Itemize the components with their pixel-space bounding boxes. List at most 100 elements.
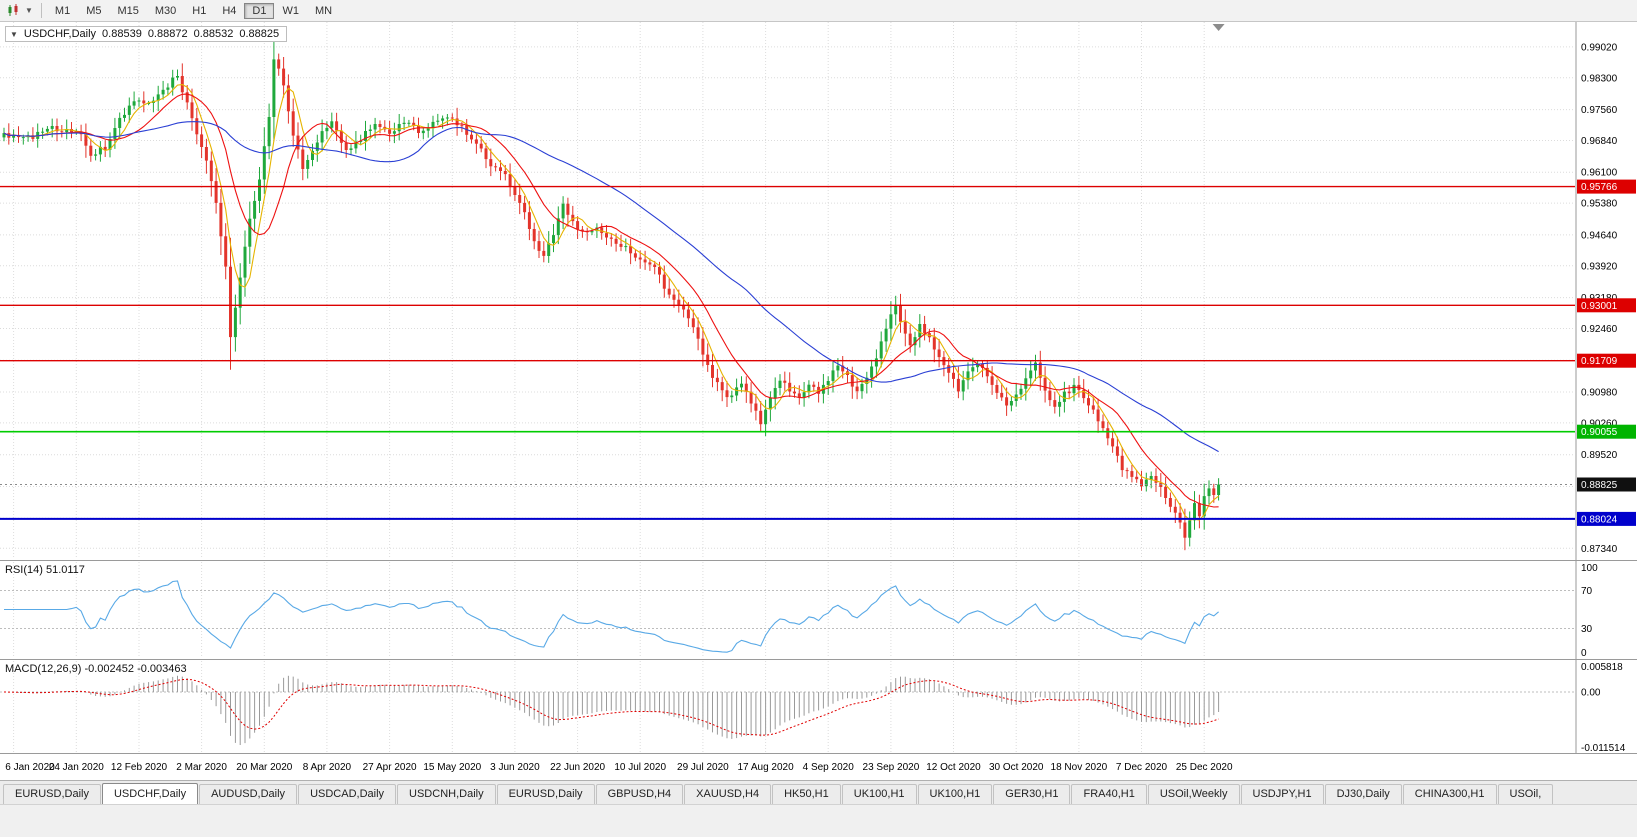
chart-tab-eurusd-daily[interactable]: EURUSD,Daily [3,784,101,804]
macd-axis-label: 0.00 [1581,688,1601,699]
price-levels [0,185,1575,520]
date-axis-label: 27 Apr 2020 [363,762,417,773]
timeframe-button-w1[interactable]: W1 [274,3,307,19]
chart-canvas[interactable]: 0.99020 0.98300 0.97560 0.96840 0.96100 0.953… [0,22,1637,780]
ohlc-high: 0.88872 [147,28,188,40]
price-axis-label: 0.96840 [1581,136,1618,147]
chart-tab-usdchf-daily[interactable]: USDCHF,Daily [101,783,199,804]
rsi-axis-label: 30 [1581,624,1593,635]
price-badge-support-green: 0.90055 [1577,424,1636,439]
chart-tab-ger30-h1[interactable]: GER30,H1 [993,784,1071,804]
timeframe-button-m30[interactable]: M30 [147,3,184,19]
timeframe-button-h1[interactable]: H1 [184,3,214,19]
date-axis-label: 12 Feb 2020 [111,762,168,773]
date-axis-label: 17 Aug 2020 [738,762,795,773]
moving-average-medium-red [3,93,1219,508]
date-axis-label: 18 Nov 2020 [1051,762,1108,773]
macd-indicator-label: MACD(12,26,9) -0.002452 -0.003463 [5,663,187,675]
ohlc-open: 0.88539 [102,28,142,40]
chart-tab-fra40-h1[interactable]: FRA40,H1 [1071,784,1147,804]
price-axis-label: 0.89520 [1581,450,1618,461]
rsi-axis-label: 70 [1581,586,1593,597]
macd-axis-label: -0.011514 [1581,743,1626,754]
rsi-axis-label: 0 [1581,648,1587,659]
chart-grid [0,22,1575,752]
price-badge-text: 0.90055 [1581,427,1618,438]
timeframe-button-m5[interactable]: M5 [78,3,109,19]
price-axis-label: 0.99020 [1581,42,1618,53]
rsi-pane: 100 70 30 0 [0,563,1598,659]
chart-tab-xauusd-h4[interactable]: XAUUSD,H4 [684,784,772,804]
price-axis-label: 0.92460 [1581,324,1618,335]
date-axis-label: 30 Oct 2020 [989,762,1044,773]
date-axis-label: 8 Apr 2020 [303,762,352,773]
price-badge-resistance-1: 0.95766 [1577,179,1636,194]
date-axis-label: 12 Oct 2020 [926,762,981,773]
timeframe-buttons: M1 M5 M15 M30 H1 H4 D1 W1 MN [47,2,340,19]
price-axis-label: 0.95380 [1581,199,1618,210]
rsi-line [4,580,1219,653]
chart-tab-uk100-h1[interactable]: UK100,H1 [841,784,917,804]
ohlc-low: 0.88532 [193,28,234,40]
candlestick-series [2,32,1221,551]
timeframe-button-d1[interactable]: D1 [244,2,275,19]
date-axis-label: 3 Jun 2020 [490,762,540,773]
date-axis-label: 6 Jan 2020 [5,762,55,773]
chart-symbol-period: USDCHF,Daily [23,28,97,40]
price-axis-label: 0.94640 [1581,230,1618,241]
chart-tab-audusd-daily[interactable]: AUDUSD,Daily [199,784,298,804]
timeframe-toolbar: ▼ M1 M5 M15 M30 H1 H4 D1 W1 MN [0,0,1637,22]
date-axis-label: 22 Jun 2020 [550,762,605,773]
chart-tab-usdcnh-daily[interactable]: USDCNH,Daily [397,784,496,804]
date-axis-label: 25 Dec 2020 [1176,762,1233,773]
date-axis-label: 4 Sep 2020 [803,762,855,773]
chart-region: 0.99020 0.98300 0.97560 0.96840 0.96100 0.953… [0,22,1637,780]
chart-tab-eurusd-daily[interactable]: EURUSD,Daily [496,784,595,804]
chart-tab-bar: EURUSD,Daily USDCHF,Daily AUDUSD,Daily USDC… [0,780,1637,804]
timeframe-button-m1[interactable]: M1 [47,3,78,19]
ohlc-close: 0.88825 [239,28,280,40]
expand-arrow-icon[interactable]: ▼ [10,29,18,39]
chart-shift-marker-icon[interactable] [1212,24,1225,31]
macd-signal-line [3,678,1219,736]
date-axis-label: 10 Jul 2020 [614,762,666,773]
price-badge-text: 0.95766 [1581,182,1618,193]
macd-pane: 0.005818 0.00 -0.011514 [0,662,1626,754]
price-axis-label: 0.90980 [1581,388,1618,399]
date-axis-label: 15 May 2020 [423,762,481,773]
date-axis-label: 20 Mar 2020 [236,762,293,773]
date-axis-label: 29 Jul 2020 [677,762,729,773]
price-badge-resistance-2: 0.93001 [1577,298,1636,313]
chart-tab-hk50-h1[interactable]: HK50,H1 [772,784,841,804]
chart-type-icon[interactable]: ▼ [4,3,36,18]
chart-tab-uk100-h1[interactable]: UK100,H1 [917,784,993,804]
chart-tab-gbpusd-h4[interactable]: GBPUSD,H4 [595,784,684,804]
chart-tab-usoil[interactable]: USOil, [1497,784,1554,804]
price-badge-support-blue: 0.88024 [1577,511,1636,526]
macd-axis-label: 0.005818 [1581,662,1623,673]
chart-tab-dj30-daily[interactable]: DJ30,Daily [1324,784,1402,804]
date-axis-label: 2 Mar 2020 [176,762,227,773]
chart-title-box[interactable]: ▼ USDCHF,Daily 0.88539 0.88872 0.88532 0… [5,26,288,42]
price-axis-label: 0.98300 [1581,73,1618,84]
rsi-indicator-label: RSI(14) 51.0117 [5,564,85,576]
timeframe-button-mn[interactable]: MN [307,3,340,19]
timeframe-button-m15[interactable]: M15 [109,3,146,19]
chart-tab-usdjpy-h1[interactable]: USDJPY,H1 [1240,784,1324,804]
timeframe-button-h4[interactable]: H4 [214,3,244,19]
price-axis-label: 0.90260 [1581,418,1618,429]
price-axis-label: 0.93920 [1581,261,1618,272]
chart-tab-usoil-weekly[interactable]: USOil,Weekly [1147,784,1240,804]
window-bottom-area [0,804,1637,837]
price-axis-label: 0.87340 [1581,544,1618,555]
date-axis-label: 23 Sep 2020 [863,762,920,773]
moving-average-fast-yellow [3,84,1219,521]
toolbar-separator [40,3,42,18]
chart-tab-usdcad-daily[interactable]: USDCAD,Daily [298,784,397,804]
chart-tab-china300-h1[interactable]: CHINA300,H1 [1402,784,1497,804]
chevron-down-icon: ▼ [25,5,33,15]
moving-average-slow-blue [3,121,1219,453]
price-badge-text: 0.91709 [1581,356,1618,367]
